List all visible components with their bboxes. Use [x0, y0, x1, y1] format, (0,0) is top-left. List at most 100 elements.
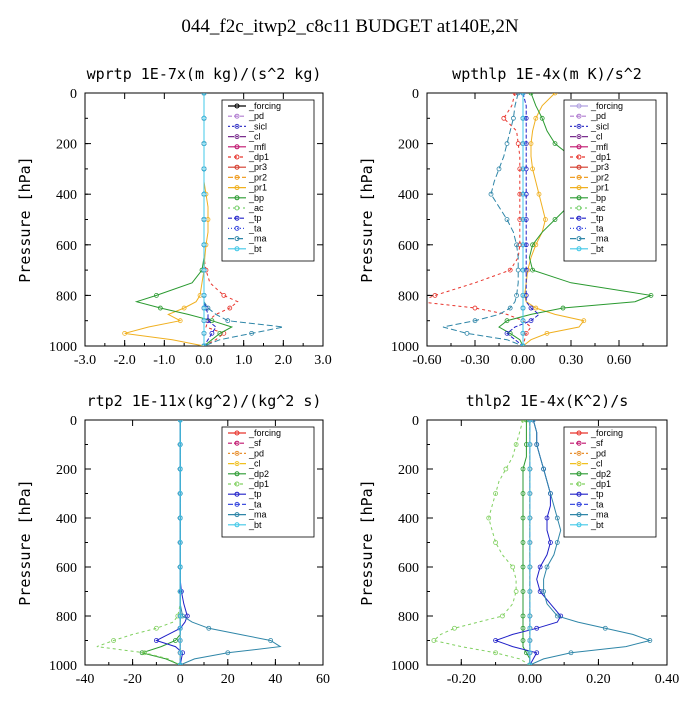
series-group	[96, 420, 282, 665]
series-point	[520, 540, 526, 545]
legend-marker	[576, 440, 582, 446]
series-point	[201, 242, 207, 248]
series-point	[552, 93, 558, 96]
series-point	[496, 166, 502, 172]
legend-label: _tp	[590, 213, 604, 223]
series-point	[528, 318, 534, 324]
series-point	[528, 305, 534, 311]
x-tick-label: -0.30	[460, 353, 489, 368]
y-tick-label: 400	[398, 188, 419, 203]
y-tick-label: 800	[398, 610, 419, 625]
panel-2: wpthlp 1E-4x(m K)/s^2 Pressure [hPa] -0.60…	[358, 65, 668, 368]
y-tick-label: 600	[398, 239, 419, 254]
y-axis-label: Pressure [hPa]	[358, 479, 376, 605]
legend-marker	[576, 450, 582, 456]
series-point	[510, 564, 516, 570]
legend-label: _sf	[248, 438, 262, 448]
legend-label: _ma	[590, 510, 609, 520]
legend-marker	[576, 103, 582, 109]
series-point	[523, 141, 529, 147]
series-point	[511, 115, 516, 121]
series-point	[534, 650, 540, 656]
series-point	[513, 589, 519, 594]
y-tick-label: 800	[56, 289, 77, 304]
series-group	[431, 420, 653, 665]
series-point	[153, 292, 159, 298]
series-point	[201, 292, 207, 298]
series-point	[527, 589, 533, 594]
series-point	[504, 217, 510, 222]
series-point	[533, 115, 539, 121]
series-point	[520, 330, 526, 336]
legend-marker	[234, 225, 240, 231]
legend-marker	[576, 501, 582, 507]
series-point	[504, 141, 510, 147]
x-tick-label: -3.0	[74, 353, 96, 368]
legend-label: _sicl	[248, 121, 267, 131]
panel-title: wprtp 1E-7x(m kg)/(s^2 kg)	[87, 65, 322, 83]
series-point	[520, 166, 526, 172]
y-tick-label: 400	[398, 512, 419, 527]
series-point	[544, 564, 550, 570]
legend-marker	[576, 144, 582, 150]
series-point	[225, 650, 231, 656]
x-tick-label: 0	[177, 672, 184, 687]
series-point	[530, 166, 535, 172]
series-line-tp	[155, 420, 188, 665]
series-point	[523, 166, 529, 172]
series-line-dp2	[522, 420, 531, 665]
series-point	[523, 292, 529, 298]
x-tick-label: 1.0	[235, 353, 253, 368]
legend-label: _pr2	[248, 172, 267, 182]
legend-label: _pr3	[248, 162, 267, 172]
series-point	[527, 491, 533, 496]
legend-marker	[234, 195, 240, 201]
panel-title: wpthlp 1E-4x(m K)/s^2	[452, 65, 642, 83]
series-point	[533, 305, 539, 311]
legend-label: _dp1	[248, 479, 269, 489]
series-point	[201, 115, 207, 121]
legend-label: _pd	[590, 111, 606, 121]
series-line-ma	[529, 420, 652, 665]
series-point	[201, 166, 207, 172]
series-point	[472, 305, 478, 311]
series-point	[514, 242, 519, 248]
series-point	[527, 564, 533, 570]
series-point	[515, 267, 521, 273]
series-point	[530, 420, 536, 423]
series-point	[503, 466, 509, 472]
series-point	[548, 540, 553, 545]
series-line-bp	[498, 93, 653, 346]
series-point	[512, 93, 518, 96]
series-point	[520, 420, 526, 423]
series-point	[527, 625, 533, 631]
legend-label: _pd	[590, 448, 606, 458]
legend-label: _bt	[590, 520, 604, 530]
y-tick-label: 800	[56, 610, 77, 625]
legend-marker	[234, 215, 240, 221]
series-point	[520, 638, 526, 643]
series-point	[554, 613, 560, 619]
legend-label: _forcing	[590, 428, 623, 438]
y-tick-label: 1000	[49, 659, 77, 674]
series-point	[548, 491, 553, 496]
series-point	[507, 305, 513, 311]
legend-label: _ac	[590, 203, 606, 213]
legend-label: _pr2	[590, 172, 609, 182]
series-point	[157, 305, 163, 311]
y-axis-label: Pressure [hPa]	[358, 156, 376, 282]
legend-label: _pr1	[590, 183, 609, 193]
series-point	[648, 292, 654, 298]
series-point	[201, 217, 207, 222]
series-point	[515, 93, 521, 96]
legend-label: _forcing	[590, 101, 623, 111]
series-point	[517, 217, 523, 222]
x-tick-label: 20	[221, 672, 235, 687]
legend-label: _ta	[248, 499, 262, 509]
legend-marker	[576, 195, 582, 201]
panel-title: thlp2 1E-4x(K^2)/s	[466, 392, 629, 410]
panel-1: wprtp 1E-7x(m kg)/(s^2 kg) Pressure [hPa]…	[16, 65, 332, 368]
x-tick-label: -0.60	[412, 353, 441, 368]
y-tick-label: 1000	[391, 340, 419, 355]
legend-marker	[576, 512, 582, 518]
